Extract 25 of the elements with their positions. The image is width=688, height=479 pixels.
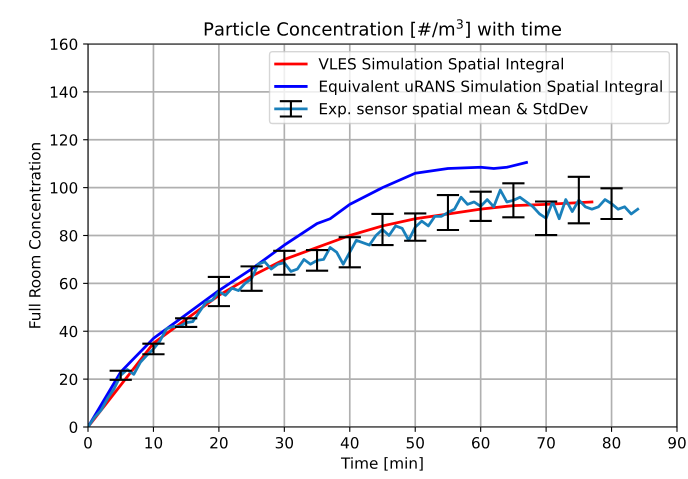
y-tick-label: 40 bbox=[60, 326, 78, 338]
x-tick-label: 10 bbox=[145, 436, 162, 449]
legend-label: VLES Simulation Spatial Integral bbox=[318, 58, 564, 73]
legend-label: Equivalent uRANS Simulation Spatial Integral bbox=[320, 80, 662, 95]
y-tick-label: 100 bbox=[50, 182, 78, 194]
x-tick-label: 30 bbox=[276, 436, 294, 449]
x-axis-title: Time [min] bbox=[340, 457, 423, 471]
y-tick-label: 120 bbox=[50, 134, 78, 146]
x-tick-label: 80 bbox=[602, 436, 620, 449]
y-axis-title: Full Room Concentration bbox=[28, 143, 41, 328]
x-tick-label: 50 bbox=[406, 436, 424, 449]
x-tick-label: 20 bbox=[210, 436, 228, 449]
y-tick-label: 80 bbox=[60, 230, 78, 242]
y-tick-label: 60 bbox=[60, 278, 78, 290]
y-tick-label: 20 bbox=[60, 374, 78, 386]
legend-label: Exp. sensor spatial mean & StdDev bbox=[320, 102, 588, 118]
x-tick-label: 0 bbox=[84, 436, 92, 449]
x-tick-label: 40 bbox=[340, 436, 358, 449]
x-tick-label: 60 bbox=[472, 436, 490, 449]
y-tick-label: 140 bbox=[50, 86, 78, 98]
x-tick-label: 90 bbox=[668, 436, 686, 449]
y-tick-label: 0 bbox=[70, 421, 78, 434]
y-tick-label: 160 bbox=[50, 38, 78, 50]
chart-title: Particle Concentration [#/m$^{3}$] with time bbox=[204, 19, 561, 38]
x-tick-label: 70 bbox=[538, 436, 555, 449]
